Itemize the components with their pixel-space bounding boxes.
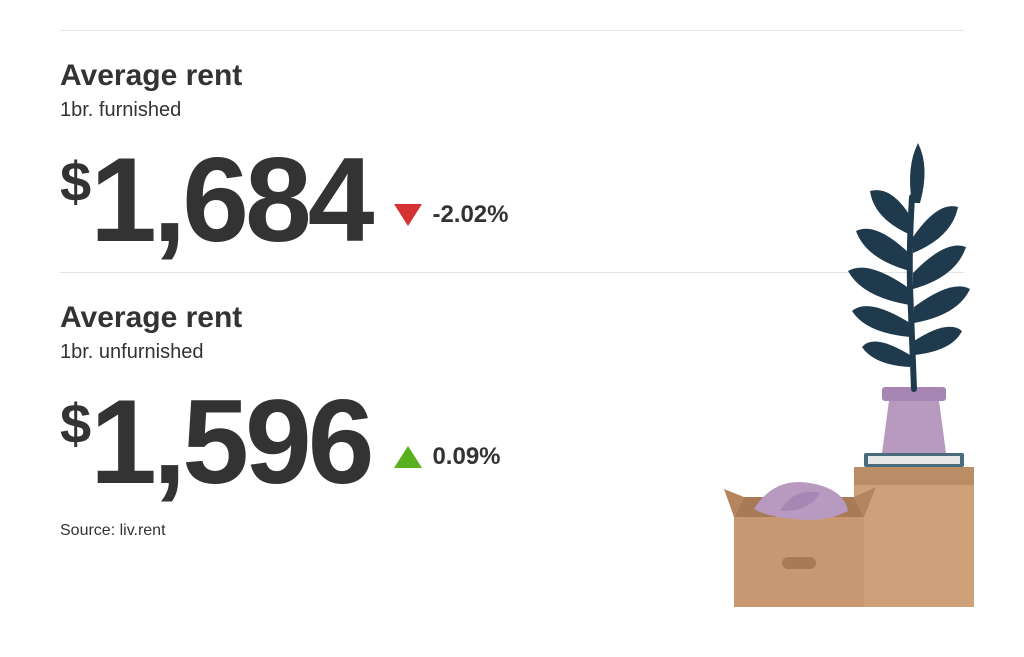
- change-percent: -2.02%: [432, 201, 508, 229]
- arrow-down-icon: [394, 204, 422, 226]
- amount-value: 1,684: [90, 140, 370, 260]
- change-percent: 0.09%: [432, 443, 500, 471]
- stat-subtitle: 1br. furnished: [60, 99, 964, 122]
- change-indicator: -2.02%: [394, 171, 508, 229]
- amount-value: 1,596: [90, 382, 370, 502]
- currency-symbol: $: [60, 382, 90, 452]
- amount-wrap: $ 1,684: [60, 140, 370, 260]
- arrow-up-icon: [394, 446, 422, 468]
- moving-boxes-plant-icon: [724, 137, 984, 617]
- stat-title: Average rent: [60, 59, 964, 93]
- rent-infographic: Average rent 1br. furnished $ 1,684 -2.0…: [0, 0, 1024, 657]
- amount-wrap: $ 1,596: [60, 382, 370, 502]
- currency-symbol: $: [60, 140, 90, 210]
- change-indicator: 0.09%: [394, 413, 500, 471]
